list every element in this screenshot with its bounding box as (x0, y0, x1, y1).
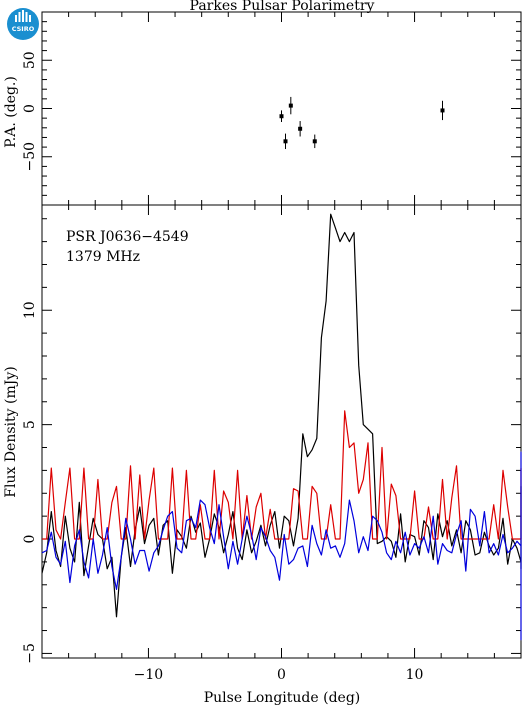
chart-title: Parkes Pulsar Polarimetry (190, 0, 375, 14)
x-tick-label: 0 (277, 667, 286, 683)
flux-panel: −10 0 10 −5 0 5 10 Flux Density (mJy) PSR J063… (3, 204, 522, 683)
csiro-logo-bars (15, 10, 31, 22)
flux-series-lines (41, 213, 522, 641)
circular-polarization-line (41, 451, 522, 641)
pa-panel: −50 0 50 P.A. (deg.) (3, 11, 522, 206)
y-tick-label: 50 (22, 51, 38, 69)
linear-polarization-line (42, 410, 522, 540)
y-tick-label: −50 (22, 142, 38, 172)
x-tick-label: 10 (406, 667, 424, 683)
pa-point (283, 139, 288, 144)
y-tick-label: 0 (22, 104, 38, 113)
y-tick-label: −5 (22, 643, 38, 664)
pa-point (440, 108, 445, 113)
frequency-annotation: 1379 MHz (66, 249, 140, 265)
pa-panel-frame (41, 11, 522, 206)
y-tick-label: 5 (22, 420, 38, 429)
pa-point (312, 139, 317, 144)
pa-axis-ticks: −50 0 50 (22, 11, 522, 206)
pa-point (298, 126, 303, 131)
csiro-logo-text: CSIRO (12, 25, 35, 33)
x-tick-label: −10 (134, 667, 164, 683)
pa-point (279, 114, 284, 119)
pa-data-points (279, 96, 445, 150)
y-tick-label: 0 (22, 535, 38, 544)
flux-axis-ticks: −10 0 10 −5 0 5 10 (22, 205, 522, 683)
flux-ylabel: Flux Density (mJy) (3, 366, 19, 497)
csiro-logo: CSIRO (7, 8, 39, 40)
x-axis-label: Pulse Longitude (deg) (204, 690, 361, 706)
pa-point (288, 103, 293, 108)
y-tick-label: 10 (22, 301, 38, 319)
pa-ylabel: P.A. (deg.) (3, 76, 19, 148)
pulsar-name-annotation: PSR J0636−4549 (66, 229, 189, 245)
